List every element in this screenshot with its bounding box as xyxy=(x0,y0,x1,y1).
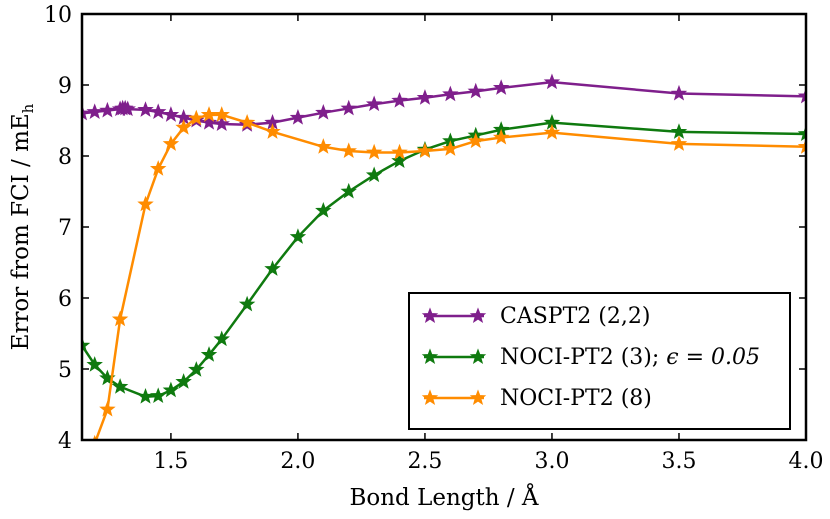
series-2-point xyxy=(797,125,806,141)
series-2-point xyxy=(137,388,154,404)
legend: CASPT2 (2,2) NOCI-PT2 (3); ϵ = 0.05 NOCI… xyxy=(408,292,791,430)
series-1-point xyxy=(670,84,688,101)
y-tick-label: 9 xyxy=(58,74,72,99)
series-1-point xyxy=(119,100,136,117)
series-2-point xyxy=(315,202,332,218)
x-tick-label: 3.0 xyxy=(534,449,569,474)
series-1-point xyxy=(82,104,91,121)
x-tick-label: 1.5 xyxy=(153,449,188,474)
series-3-point xyxy=(391,143,408,160)
series-3-point xyxy=(213,106,230,122)
series-3-point xyxy=(543,123,561,140)
y-tick-label: 7 xyxy=(58,216,72,241)
series-1-point xyxy=(416,89,434,105)
series-3-point xyxy=(670,135,688,151)
series-1-point xyxy=(391,91,408,108)
series-2-point xyxy=(670,123,688,139)
legend-label-series-3: NOCI-PT2 (8) xyxy=(500,386,652,411)
series-1-point xyxy=(149,103,167,119)
legend-marker-series-1 xyxy=(469,307,487,323)
series-2-point xyxy=(340,182,357,199)
x-axis-label: Bond Length / Å xyxy=(349,483,538,511)
series-3-point xyxy=(416,142,434,159)
series-3-point xyxy=(340,142,357,159)
legend-label-series-2-text: NOCI-PT2 (3); xyxy=(500,345,666,370)
series-3-point xyxy=(365,143,383,160)
x-tick-label: 4.0 xyxy=(789,449,824,474)
legend-marker-series-3 xyxy=(421,389,439,405)
series-1-point xyxy=(86,103,103,119)
series-1-point xyxy=(289,109,307,125)
series-1-point xyxy=(797,87,806,104)
series-3-point xyxy=(137,195,154,212)
legend-marker-series-2 xyxy=(469,348,487,364)
series-1-point xyxy=(442,85,459,102)
y-tick-label: 8 xyxy=(58,145,72,170)
series-1 xyxy=(82,73,806,132)
series-3-point xyxy=(467,132,484,149)
series-layer xyxy=(82,73,806,440)
y-axis-label: Error from FCI / mEh xyxy=(8,103,37,350)
series-2-point xyxy=(200,346,218,362)
y-tick-label: 4 xyxy=(58,429,72,454)
series-3-point xyxy=(442,140,459,156)
y-tick-label: 5 xyxy=(58,358,72,383)
y-axis-label-subscript: h xyxy=(19,103,37,113)
series-3-point xyxy=(149,160,167,176)
series-2-point xyxy=(238,295,256,312)
series-3-point xyxy=(175,118,192,135)
series-3-point xyxy=(99,400,116,417)
legend-marker-series-1 xyxy=(421,307,439,323)
legend-label-series-1: CASPT2 (2,2) xyxy=(500,304,650,329)
series-1-point xyxy=(213,115,230,132)
legend-marker-series-3 xyxy=(469,389,487,405)
series-2-point xyxy=(86,356,103,372)
y-tick-label: 6 xyxy=(58,287,72,312)
series-1-point xyxy=(200,113,218,130)
series-1-point xyxy=(365,95,383,112)
series-2-point xyxy=(111,378,129,394)
legend-items xyxy=(421,307,487,405)
series-3-point xyxy=(111,310,129,327)
series-2-point xyxy=(175,373,192,389)
x-tick-label: 3.5 xyxy=(661,449,696,474)
x-tick-label: 2.0 xyxy=(280,449,315,474)
series-2-point xyxy=(213,330,230,347)
series-3-point xyxy=(797,138,806,154)
series-3 xyxy=(92,106,806,440)
x-tick-label: 2.5 xyxy=(407,449,442,474)
series-3-point xyxy=(188,109,205,126)
series-1-point xyxy=(340,99,357,116)
series-3-point xyxy=(238,113,256,130)
series-1-point xyxy=(467,82,484,99)
series-2-point xyxy=(149,387,167,403)
series-3-point xyxy=(162,135,180,151)
series-3-point xyxy=(492,128,510,145)
y-axis-label-main: Error from FCI / mE xyxy=(8,113,34,350)
series-1-point xyxy=(492,79,510,95)
series-3-point xyxy=(264,123,281,139)
series-1-point xyxy=(315,104,332,120)
y-tick-label: 10 xyxy=(44,3,72,28)
series-2-point xyxy=(264,260,281,276)
legend-label-series-2-math: ϵ = 0.05 xyxy=(666,345,760,370)
legend-marker-series-2 xyxy=(421,348,439,364)
series-2-point xyxy=(365,166,383,183)
series-1-point xyxy=(99,101,116,118)
series-2-point xyxy=(188,361,205,377)
series-1-point xyxy=(162,106,180,122)
series-2-point xyxy=(82,336,91,353)
series-2-point xyxy=(162,381,180,398)
series-3-point xyxy=(315,138,332,154)
ticks-layer: 1.5 2.0 2.5 3.0 3.5 4.0 4 5 6 7 8 9 10 xyxy=(44,3,824,474)
legend-label-series-2: NOCI-PT2 (3); ϵ = 0.05 xyxy=(500,345,760,370)
series-2-point xyxy=(289,228,307,244)
series-1-point xyxy=(137,101,154,117)
series-2-point xyxy=(391,152,408,168)
series-1-point xyxy=(543,73,561,90)
